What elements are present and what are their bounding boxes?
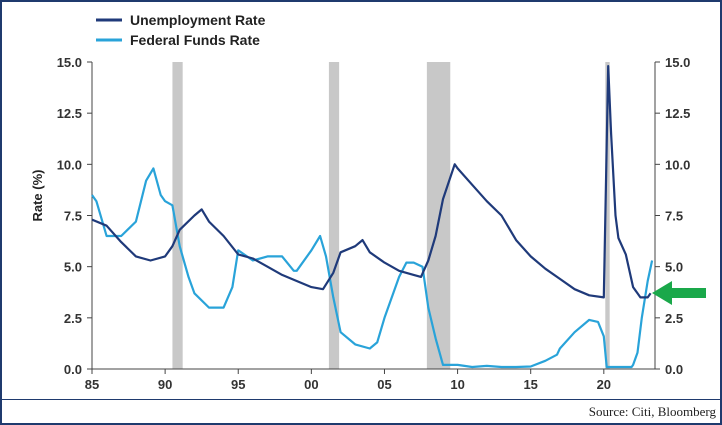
x-tick-label: 15 [523, 377, 537, 392]
x-tick-label: 20 [597, 377, 611, 392]
y-tick-label-right: 12.5 [665, 106, 690, 121]
x-tick-label: 95 [231, 377, 245, 392]
green-arrow-icon [652, 281, 706, 305]
recession-bands [172, 62, 610, 369]
recession-band-2 [426, 62, 451, 369]
series-lines [91, 64, 654, 369]
source-note: Source: Citi, Bloomberg [588, 404, 716, 419]
y-tick-label-right: 10.0 [665, 157, 690, 172]
legend-label-1: Federal Funds Rate [130, 32, 260, 48]
y-tick-label-right: 7.5 [665, 209, 683, 224]
legend: Unemployment Rate Federal Funds Rate [96, 12, 266, 48]
y-tick-label-left: 10.0 [57, 157, 82, 172]
y-tick-label-right: 5.0 [665, 260, 683, 275]
unemployment-rate-line [91, 64, 652, 299]
axes: 0.0 0.0 2.5 2.5 5.0 5.0 7.5 7.5 10.0 10.0 12.5 12.5… [57, 55, 691, 392]
y-tick-label-left: 12.5 [57, 106, 82, 121]
y-tick-label-right: 15.0 [665, 55, 690, 70]
x-tick-label: 00 [304, 377, 318, 392]
recession-band-1 [328, 62, 340, 369]
y-tick-label-right: 2.5 [665, 311, 683, 326]
recession-band-0 [172, 62, 183, 369]
line-chart: 0.0 0.0 2.5 2.5 5.0 5.0 7.5 7.5 10.0 10.0 12.5 12.5… [30, 12, 706, 392]
y-axis-label: Rate (%) [30, 169, 45, 221]
x-tick-label: 10 [450, 377, 464, 392]
legend-label-0: Unemployment Rate [130, 12, 266, 28]
x-tick-label: 90 [158, 377, 172, 392]
y-tick-label-left: 2.5 [64, 311, 82, 326]
y-tick-label-left: 7.5 [64, 209, 82, 224]
source-divider [2, 399, 720, 400]
y-tick-label-left: 15.0 [57, 55, 82, 70]
x-tick-label: 85 [85, 377, 99, 392]
y-tick-label-right: 0.0 [665, 362, 683, 377]
recession-band-3 [605, 62, 610, 369]
y-tick-label-left: 5.0 [64, 260, 82, 275]
y-tick-label-left: 0.0 [64, 362, 82, 377]
x-tick-label: 05 [377, 377, 391, 392]
